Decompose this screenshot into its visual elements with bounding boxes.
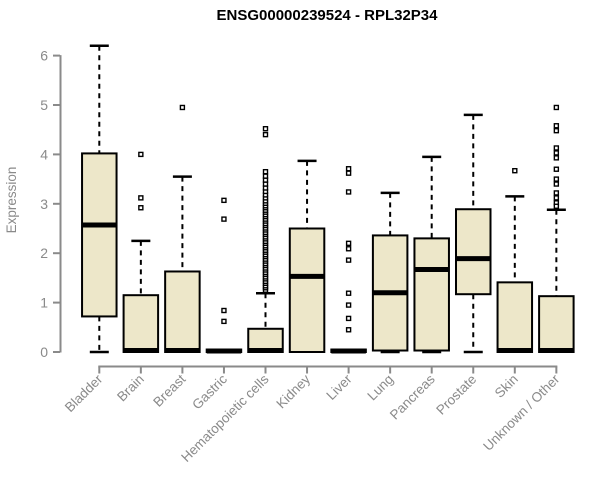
box-bladder	[81, 152, 118, 318]
x-category-label-unknown-other: Unknown / Other	[480, 371, 563, 454]
x-category-label-lung: Lung	[364, 372, 396, 404]
box-prostate	[455, 208, 492, 296]
y-tick-label-2: 2	[40, 245, 48, 261]
outlier-liver-6	[345, 290, 352, 296]
outlier-unknown-other-8	[553, 181, 560, 187]
outlier-breast-0	[179, 104, 186, 111]
x-category-label-liver: Liver	[323, 371, 355, 403]
x-category-label-kidney: Kidney	[273, 371, 313, 411]
outlier-liver-1	[345, 170, 352, 176]
outlier-gastric-0	[221, 197, 227, 204]
outlier-unknown-other-1	[553, 123, 560, 129]
outlier-unknown-other-7	[553, 176, 560, 182]
outlier-brain-2	[138, 205, 144, 211]
y-tick-label-3: 3	[40, 196, 48, 212]
outlier-gastric-3	[221, 318, 227, 325]
y-tick-label-4: 4	[40, 146, 48, 162]
box-skin	[496, 281, 534, 354]
outlier-brain-1	[138, 195, 144, 201]
box-pancreas	[413, 237, 450, 352]
outlier-unknown-other-4	[553, 150, 560, 156]
y-tick-label-0: 0	[40, 344, 48, 360]
outlier-gastric-1	[221, 216, 227, 222]
outlier-liver-7	[345, 302, 352, 308]
outlier-unknown-other-10	[553, 195, 560, 201]
x-category-label-bladder: Bladder	[62, 371, 106, 415]
y-tick-label-5: 5	[40, 97, 48, 113]
outlier-hematopoietic-cells-49	[262, 131, 269, 138]
outlier-liver-8	[345, 315, 352, 322]
outlier-liver-4	[345, 246, 352, 252]
outlier-brain-0	[138, 151, 144, 158]
outlier-unknown-other-3	[553, 145, 560, 151]
y-axis-label: Expression	[4, 167, 19, 234]
outlier-unknown-other-12	[553, 203, 560, 209]
x-category-label-skin: Skin	[492, 372, 521, 401]
outlier-unknown-other-6	[553, 166, 560, 172]
x-category-label-gastric: Gastric	[189, 371, 230, 412]
outlier-liver-5	[345, 257, 352, 263]
chart-title: ENSG00000239524 - RPL32P34	[216, 7, 438, 24]
box-breast	[164, 270, 201, 353]
outlier-liver-0	[345, 166, 352, 172]
outlier-hematopoietic-cells-48	[262, 168, 269, 175]
outlier-gastric-2	[221, 307, 227, 314]
outlier-liver-9	[345, 327, 352, 333]
x-category-label-brain: Brain	[114, 372, 147, 405]
outlier-unknown-other-0	[553, 104, 560, 111]
x-category-label-pancreas: Pancreas	[387, 371, 438, 422]
y-tick-label-6: 6	[40, 48, 48, 64]
x-category-label-prostate: Prostate	[433, 372, 479, 418]
y-tick-label-1: 1	[40, 295, 48, 311]
outlier-liver-3	[345, 240, 352, 247]
box-unknown-other	[538, 295, 575, 354]
outlier-unknown-other-2	[553, 127, 560, 134]
box-kidney	[288, 227, 326, 353]
outlier-unknown-other-9	[553, 190, 560, 196]
outlier-liver-2	[345, 189, 352, 195]
outlier-hematopoietic-cells-47	[262, 173, 269, 179]
box-brain	[122, 294, 160, 354]
outlier-hematopoietic-cells-50	[262, 126, 269, 132]
outlier-unknown-other-5	[553, 155, 560, 161]
x-category-label-breast: Breast	[150, 371, 188, 409]
outlier-skin-0	[512, 168, 518, 174]
